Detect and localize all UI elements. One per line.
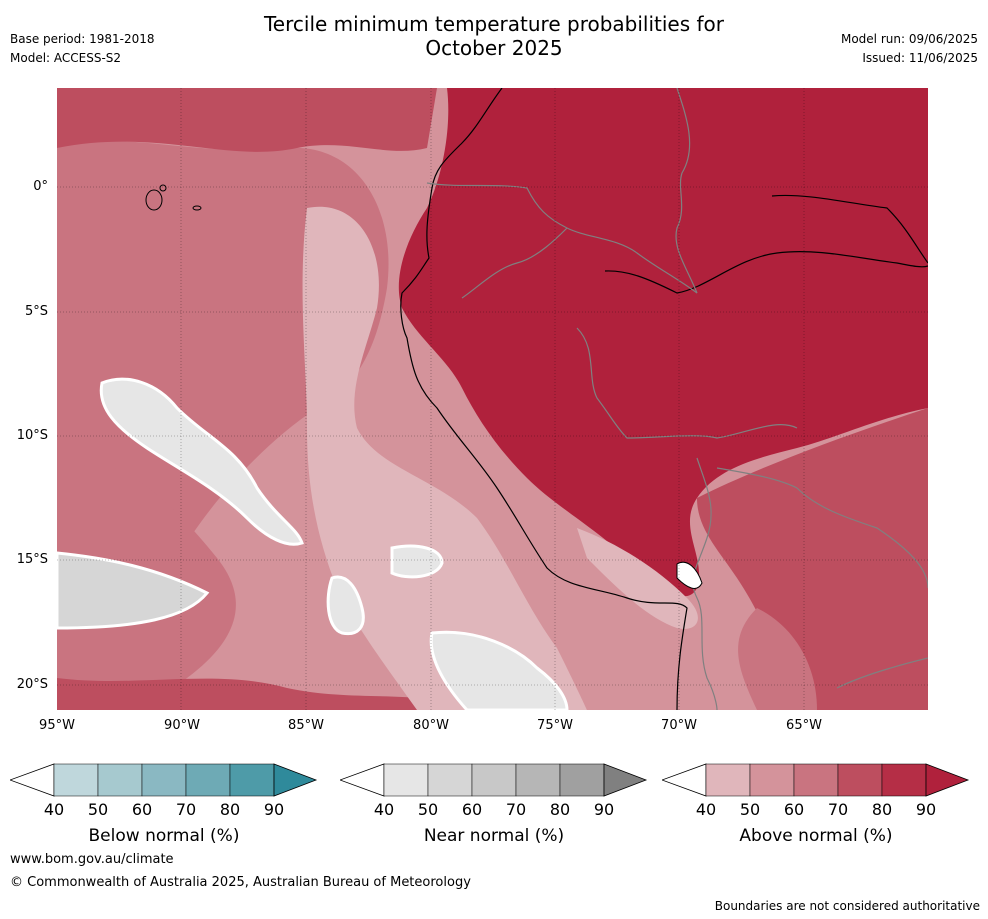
colorbar-tick: 90 [263, 800, 285, 819]
latitude-label: 10°S [16, 428, 48, 443]
longitude-label: 95°W [39, 718, 75, 733]
colorbar-segment [793, 763, 839, 797]
colorbar-tick: 90 [593, 800, 615, 819]
issued-text: Issued: 11/06/2025 [862, 51, 978, 65]
longitude-label: 65°W [786, 718, 822, 733]
colorbar-segment [881, 763, 927, 797]
longitude-label: 85°W [288, 718, 324, 733]
longitude-label: 80°W [413, 718, 449, 733]
lake-titicaca [676, 561, 703, 589]
title-line-2: October 2025 [425, 36, 563, 60]
colorbar-segment [749, 763, 795, 797]
website-link[interactable]: www.bom.gov.au/climate [10, 852, 174, 867]
colorbar-tick: 40 [373, 800, 395, 819]
colorbar-tick: 50 [417, 800, 439, 819]
colorbar-segment [141, 763, 187, 797]
colorbar-tick: 60 [131, 800, 153, 819]
colorbar-tick: 50 [739, 800, 761, 819]
latitude-label: 15°S [16, 552, 48, 567]
colorbar-tick: 60 [783, 800, 805, 819]
colorbar-extend-low [338, 763, 385, 797]
colorbar-segment [383, 763, 429, 797]
disclaimer-text: Boundaries are not considered authoritat… [714, 899, 980, 913]
colorbar-tick: 70 [505, 800, 527, 819]
country-borders [426, 88, 928, 710]
below-normal-title: Below normal (%) [88, 826, 240, 846]
meta-left: Base period: 1981-2018 Model: ACCESS-S2 [10, 30, 155, 68]
near-normal-patch-3 [326, 575, 365, 636]
probability-map [57, 88, 928, 710]
river-line [604, 251, 928, 294]
latitude-label: 5°S [24, 304, 48, 319]
latitude-label: 20°S [16, 677, 48, 692]
near-normal-patch-4 [390, 544, 444, 579]
above-normal-title: Above normal (%) [739, 826, 893, 846]
colorbar-tick: 50 [87, 800, 109, 819]
above-80-land-south [697, 408, 928, 710]
near-normal-patch-2 [57, 551, 210, 630]
colorbar-svg [338, 763, 648, 797]
colorbar-tick: 70 [827, 800, 849, 819]
model-text: Model: ACCESS-S2 [10, 51, 122, 65]
colorbar-svg [660, 763, 970, 797]
near-normal-title: Near normal (%) [423, 826, 565, 846]
colorbar-tick: 60 [461, 800, 483, 819]
above-80-region-south [57, 678, 477, 710]
colorbar-segment [53, 763, 99, 797]
below-normal-colorbar [8, 762, 318, 802]
river-line-north [771, 194, 928, 264]
map-title: Tercile minimum temperature probabilitie… [0, 12, 988, 60]
colorbar-tick: 80 [219, 800, 241, 819]
base-period-text: Base period: 1981-2018 [10, 32, 155, 46]
colorbar-tick: 80 [871, 800, 893, 819]
colorbar-segment [185, 763, 231, 797]
colorbar-segment [515, 763, 561, 797]
latitude-label: 0° [33, 179, 48, 194]
colorbar-segment [705, 763, 751, 797]
colorbar-tick: 80 [549, 800, 571, 819]
colorbar-extend-high [273, 763, 318, 797]
model-run-text: Model run: 09/06/2025 [840, 32, 978, 46]
gridlines [57, 88, 928, 710]
near-normal-colorbar [338, 762, 648, 802]
colorbar-extend-low [8, 763, 55, 797]
near-normal-patch-5 [429, 630, 569, 710]
colorbar-segment [471, 763, 517, 797]
colorbar-segment [427, 763, 473, 797]
galapagos-islands [145, 184, 202, 211]
longitude-label: 75°W [537, 718, 573, 733]
above-90-land-region [398, 88, 928, 597]
near-normal-patch-1 [99, 377, 304, 546]
above-normal-colorbar [660, 762, 970, 802]
colorbar-tick: 70 [175, 800, 197, 819]
colorbar-extend-high [603, 763, 648, 797]
above-70-land-altiplano [738, 608, 817, 710]
colorbar-tick: 40 [43, 800, 65, 819]
colorbar-svg [8, 763, 318, 797]
colorbar-segment [559, 763, 605, 797]
above-50-andes-strip [577, 528, 698, 629]
colorbar-tick: 90 [915, 800, 937, 819]
above-80-region-north [57, 88, 437, 152]
title-line-1: Tercile minimum temperature probabilitie… [263, 12, 725, 36]
colorbar-segment [837, 763, 883, 797]
colorbar-extend-low [660, 763, 707, 797]
coastline [400, 88, 688, 710]
colorbar-segment [97, 763, 143, 797]
longitude-label: 90°W [164, 718, 200, 733]
colorbar-extend-high [925, 763, 970, 797]
map-svg [57, 88, 928, 710]
above-50-coastal-band [302, 206, 587, 710]
colorbar-segment [229, 763, 275, 797]
meta-right: Model run: 09/06/2025 Issued: 11/06/2025 [841, 30, 978, 68]
longitude-label: 70°W [661, 718, 697, 733]
colorbar-tick: 40 [695, 800, 717, 819]
copyright-text: © Commonwealth of Australia 2025, Austra… [10, 875, 471, 890]
